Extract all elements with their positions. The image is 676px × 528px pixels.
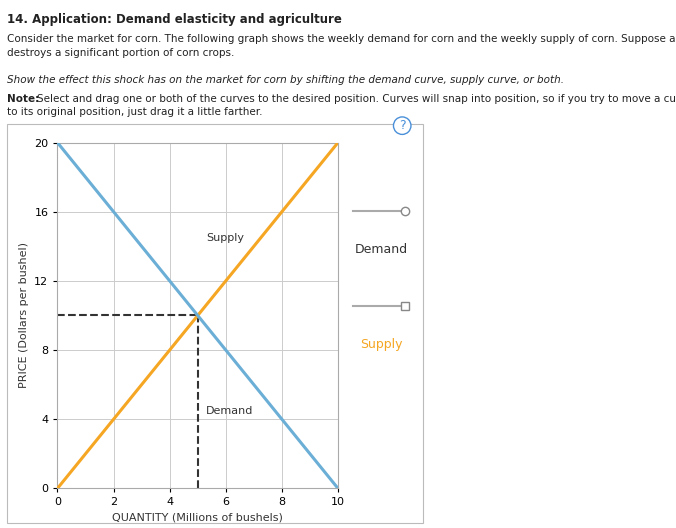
Text: Supply: Supply <box>360 338 403 351</box>
Text: Consider the market for corn. The following graph shows the weekly demand for co: Consider the market for corn. The follow… <box>7 34 676 44</box>
Text: Demand: Demand <box>206 406 254 416</box>
Text: destroys a significant portion of corn crops.: destroys a significant portion of corn c… <box>7 48 234 58</box>
Text: Show the effect this shock has on the market for corn by shifting the demand cur: Show the effect this shock has on the ma… <box>7 75 564 85</box>
Text: to its original position, just drag it a little farther.: to its original position, just drag it a… <box>7 107 262 117</box>
Text: 14. Application: Demand elasticity and agriculture: 14. Application: Demand elasticity and a… <box>7 13 341 26</box>
Text: Select and drag one or both of the curves to the desired position. Curves will s: Select and drag one or both of the curve… <box>37 94 676 104</box>
X-axis label: QUANTITY (Millions of bushels): QUANTITY (Millions of bushels) <box>112 513 283 523</box>
Text: ?: ? <box>399 119 406 132</box>
Text: Note:: Note: <box>7 94 43 104</box>
Text: Demand: Demand <box>355 243 408 256</box>
Y-axis label: PRICE (Dollars per bushel): PRICE (Dollars per bushel) <box>19 242 29 389</box>
Text: Supply: Supply <box>206 233 244 243</box>
